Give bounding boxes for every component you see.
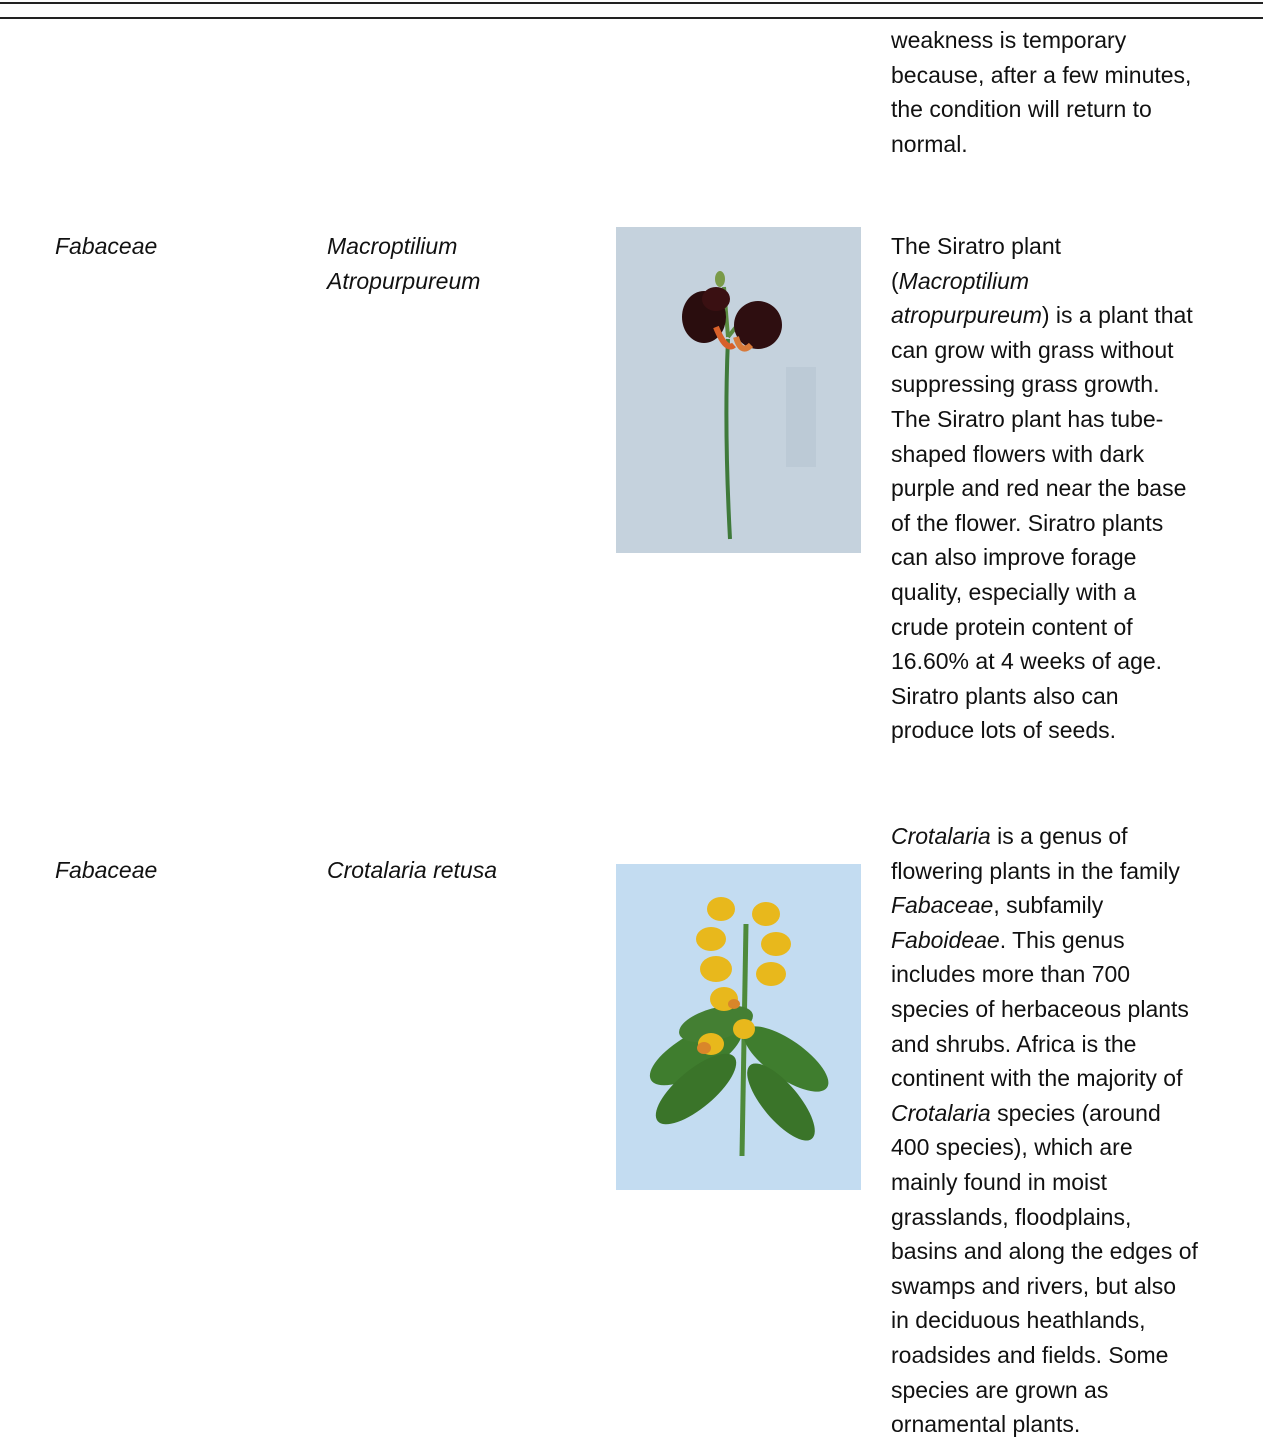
text-run: basins and along the edges of (891, 1238, 1198, 1265)
description-line: shaped flowers with dark (891, 437, 1193, 472)
text-run: flowering plants in the family (891, 857, 1180, 884)
description-line: ornamental plants. (891, 1407, 1198, 1442)
description-line: flowering plants in the family (891, 854, 1198, 889)
text-run: of the flower. Siratro plants (891, 509, 1164, 536)
text-run: weakness is temporary (891, 27, 1127, 53)
description-line: because, after a few minutes, (891, 58, 1191, 93)
species-line: Atropurpureum (327, 267, 481, 294)
description-line: atropurpureum) is a plant that (891, 298, 1193, 333)
text-run: ( (891, 267, 899, 294)
description-line: species are grown as (891, 1373, 1198, 1408)
text-run: species of herbaceous plants (891, 995, 1189, 1022)
text-run: The Siratro plant has tube- (891, 405, 1164, 432)
text-run: roadsides and fields. Some (891, 1341, 1169, 1368)
text-run: the condition will return to (891, 96, 1152, 123)
text-run: atropurpureum (891, 302, 1042, 329)
text-run: Macroptilium (898, 267, 1030, 294)
description-line: The Siratro plant (891, 229, 1193, 264)
text-run: normal. (891, 130, 968, 157)
text-run: crude protein content of (891, 613, 1133, 640)
species-line: Macroptilium (327, 233, 458, 259)
text-run: species are grown as (891, 1376, 1109, 1403)
description-line: roadsides and fields. Some (891, 1338, 1198, 1373)
text-run: includes more than 700 (891, 961, 1131, 988)
description-line: and shrubs. Africa is the (891, 1027, 1198, 1062)
description-line: Fabaceae, subfamily (891, 888, 1198, 923)
text-run: quality, especially with a (891, 578, 1137, 605)
description-line: Siratro plants also can (891, 679, 1193, 714)
species-cell: Crotalaria retusa (327, 853, 497, 888)
text-run: . This genus (999, 926, 1125, 953)
description-line: purple and red near the base (891, 471, 1193, 506)
text-run: 16.60% at 4 weeks of age. (891, 648, 1163, 675)
text-run: Fabaceae (891, 892, 994, 919)
text-run: swamps and rivers, but also (891, 1272, 1177, 1299)
description-line: mainly found in moist (891, 1165, 1198, 1200)
description-line: basins and along the edges of (891, 1234, 1198, 1269)
text-run: ) is a plant that (1041, 302, 1193, 329)
text-run: is a genus of (990, 823, 1128, 849)
text-run: because, after a few minutes, (891, 61, 1192, 88)
text-run: species (around (990, 1099, 1161, 1126)
text-run: , subfamily (993, 892, 1104, 919)
description-line: Faboideae. This genus (891, 923, 1198, 958)
description-line: crude protein content of (891, 610, 1193, 645)
text-run: can grow with grass without (891, 336, 1174, 363)
description-line: species of herbaceous plants (891, 992, 1198, 1027)
text-run: mainly found in moist (891, 1168, 1108, 1195)
description-line: the condition will return to (891, 92, 1191, 127)
description-line: can grow with grass without (891, 333, 1193, 368)
description-line: The Siratro plant has tube- (891, 402, 1193, 437)
description-cell: The Siratro plant (Macroptilium atropurpur… (891, 229, 1193, 748)
text-run: The Siratro plant (891, 233, 1062, 259)
text-run: 400 species), which are (891, 1134, 1133, 1161)
description-cell: weakness is temporary because, after a fe… (891, 23, 1191, 161)
species-cell: Macroptilium Atropurpureum (327, 229, 480, 298)
crotalaria-photo (616, 864, 861, 1190)
description-line: continent with the majority of (891, 1061, 1198, 1096)
table-header-rule (0, 17, 1263, 19)
description-line: in deciduous heathlands, (891, 1303, 1198, 1338)
text-run: continent with the majority of (891, 1065, 1183, 1092)
description-line: Crotalaria species (around (891, 1096, 1198, 1131)
text-run: can also improve forage (891, 544, 1137, 571)
text-run: and shrubs. Africa is the (891, 1030, 1137, 1057)
family-cell: Fabaceae (55, 233, 158, 259)
description-line: (Macroptilium (891, 264, 1193, 299)
text-run: grasslands, floodplains, (891, 1203, 1132, 1230)
text-run: Crotalaria (891, 823, 991, 849)
text-run: in deciduous heathlands, (891, 1307, 1146, 1334)
text-run: produce lots of seeds. (891, 717, 1117, 744)
siratro-photo (616, 227, 861, 553)
species-line: Crotalaria retusa (327, 857, 498, 883)
text-run: purple and red near the base (891, 475, 1187, 502)
description-line: 16.60% at 4 weeks of age. (891, 644, 1193, 679)
text-run: suppressing grass growth. (891, 371, 1160, 398)
family-cell: Fabaceae (55, 857, 158, 883)
text-run: ornamental plants. (891, 1411, 1081, 1438)
description-line: Crotalaria is a genus of (891, 819, 1198, 854)
description-line: can also improve forage (891, 540, 1193, 575)
description-line: swamps and rivers, but also (891, 1269, 1198, 1304)
description-line: normal. (891, 127, 1191, 162)
description-line: weakness is temporary (891, 23, 1191, 58)
description-line: includes more than 700 (891, 957, 1198, 992)
table-top-rule (0, 2, 1263, 4)
description-line: produce lots of seeds. (891, 713, 1193, 748)
description-line: grasslands, floodplains, (891, 1200, 1198, 1235)
text-run: shaped flowers with dark (891, 440, 1145, 467)
description-line: of the flower. Siratro plants (891, 506, 1193, 541)
description-cell: Crotalaria is a genus of flowering plants… (891, 819, 1198, 1442)
description-line: suppressing grass growth. (891, 367, 1193, 402)
description-line: quality, especially with a (891, 575, 1193, 610)
description-line: 400 species), which are (891, 1130, 1198, 1165)
text-run: Faboideae (891, 926, 1000, 953)
text-run: Crotalaria (891, 1099, 991, 1126)
text-run: Siratro plants also can (891, 682, 1119, 709)
